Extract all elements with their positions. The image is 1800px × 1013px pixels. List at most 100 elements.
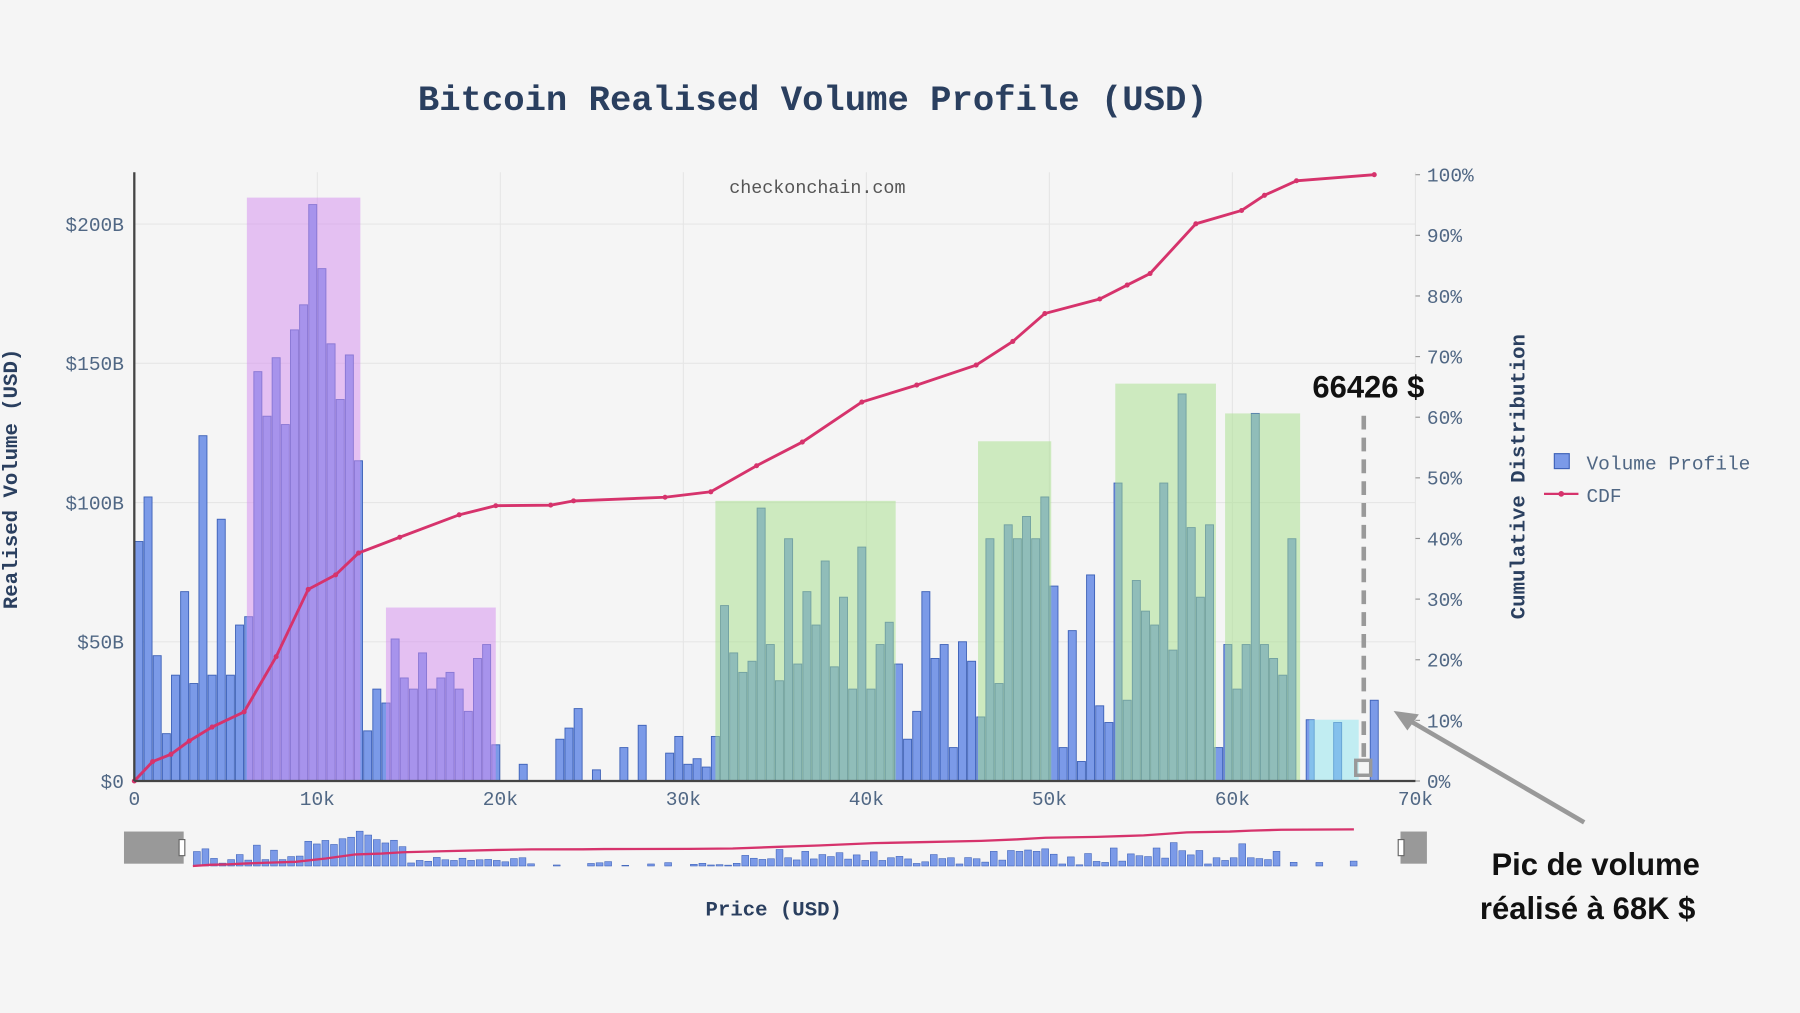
range-grip-right[interactable]	[1397, 838, 1405, 857]
cdf-point	[355, 550, 362, 556]
mini-bar	[407, 862, 415, 867]
mini-bar	[501, 861, 510, 867]
mini-bar	[1127, 853, 1135, 867]
cdf-point	[305, 586, 311, 592]
bar	[555, 738, 565, 782]
mini-bar	[1075, 864, 1084, 867]
bar	[674, 735, 684, 782]
mini-bar	[450, 860, 458, 867]
x-axis-title: Price (USD)	[706, 899, 842, 922]
cdf-point	[1042, 311, 1048, 317]
mini-bar	[227, 859, 235, 867]
mini-bar	[330, 844, 338, 867]
bar	[591, 769, 601, 782]
mini-bar	[724, 864, 732, 867]
annotation-arrowhead	[1393, 710, 1419, 731]
bar	[1104, 722, 1114, 782]
mini-bar	[347, 836, 355, 867]
y-tick-label: $150B	[65, 354, 124, 376]
mini-bar	[1221, 860, 1229, 867]
legend-label[interactable]: CDF	[1586, 486, 1621, 508]
legend-swatch	[1558, 490, 1565, 497]
mini-bar	[887, 857, 895, 867]
mini-bar	[1092, 861, 1101, 867]
mini-bar	[715, 864, 724, 867]
mini-bar	[647, 863, 655, 867]
mini-bar	[767, 858, 775, 867]
bar	[665, 752, 675, 782]
mini-bar	[810, 858, 818, 867]
cdf-point	[273, 654, 279, 660]
mini-bar	[1118, 860, 1126, 867]
bar	[939, 644, 949, 782]
mini-bar	[792, 859, 801, 867]
mini-bar	[1272, 851, 1281, 867]
mini-bar	[921, 861, 929, 867]
mini-bar	[835, 852, 844, 867]
mini-bar	[1255, 858, 1264, 867]
x-tick-label: 30k	[666, 789, 701, 811]
cdf-point	[397, 534, 403, 540]
mini-bar	[1007, 850, 1015, 867]
bar	[701, 766, 711, 782]
mini-bar	[690, 864, 698, 867]
bar	[1086, 574, 1096, 782]
cdf-point	[241, 709, 247, 715]
mini-bar	[870, 851, 878, 867]
cdf-point	[168, 751, 174, 757]
bar	[198, 435, 208, 782]
cdf-point	[493, 503, 499, 509]
range-handle-right[interactable]	[1400, 831, 1427, 864]
y2-tick-label: 70%	[1427, 347, 1462, 369]
bar	[912, 710, 922, 782]
mini-bar	[201, 848, 210, 867]
mini-bar	[467, 860, 475, 867]
highlight-region	[978, 441, 1052, 781]
y2-tick-label: 60%	[1427, 408, 1462, 430]
range-handle-left[interactable]	[123, 831, 184, 864]
range-grip-left[interactable]	[178, 838, 186, 857]
annotation-arrow	[1401, 714, 1586, 825]
y2-tick-label: 20%	[1427, 651, 1462, 673]
mini-bar	[895, 856, 904, 867]
cdf-point	[1124, 282, 1130, 288]
mini-bar	[964, 857, 972, 867]
mini-bar	[1135, 855, 1144, 867]
bar	[372, 688, 382, 782]
mini-bar	[475, 859, 484, 867]
mini-cdf-line	[192, 828, 1354, 868]
mini-bar	[338, 838, 347, 867]
mini-bar	[912, 863, 921, 867]
y2-axis-title: Cumulative Distribution	[1508, 334, 1531, 619]
bar	[518, 763, 528, 782]
y2-tick-label: 50%	[1427, 469, 1462, 491]
bar	[948, 747, 958, 782]
mini-bar	[604, 861, 612, 867]
cdf-point	[1293, 178, 1299, 184]
mini-bar	[527, 863, 535, 867]
y2-tick-label: 90%	[1427, 226, 1462, 248]
mini-bar	[1195, 850, 1204, 867]
legend-label[interactable]: Volume Profile	[1586, 454, 1750, 476]
mini-bar	[493, 860, 501, 867]
mini-bar	[818, 854, 827, 867]
mini-bar	[1084, 853, 1092, 867]
y2-tick-label: 80%	[1427, 287, 1462, 309]
mini-bar	[852, 854, 861, 867]
mini-bar	[1144, 856, 1152, 867]
bar	[921, 591, 931, 782]
mini-bar	[1187, 854, 1195, 867]
bar	[1095, 705, 1105, 782]
y-tick-label: $0	[101, 772, 124, 794]
bar	[235, 624, 245, 782]
cdf-point	[708, 489, 714, 495]
cdf-point	[1371, 172, 1377, 178]
cdf-point	[571, 498, 577, 504]
mini-bar	[398, 846, 407, 867]
mini-bar	[1238, 843, 1246, 867]
mini-bar	[844, 858, 852, 867]
bar	[225, 674, 235, 782]
cdf-point	[456, 512, 462, 518]
mini-bar	[1067, 856, 1075, 867]
